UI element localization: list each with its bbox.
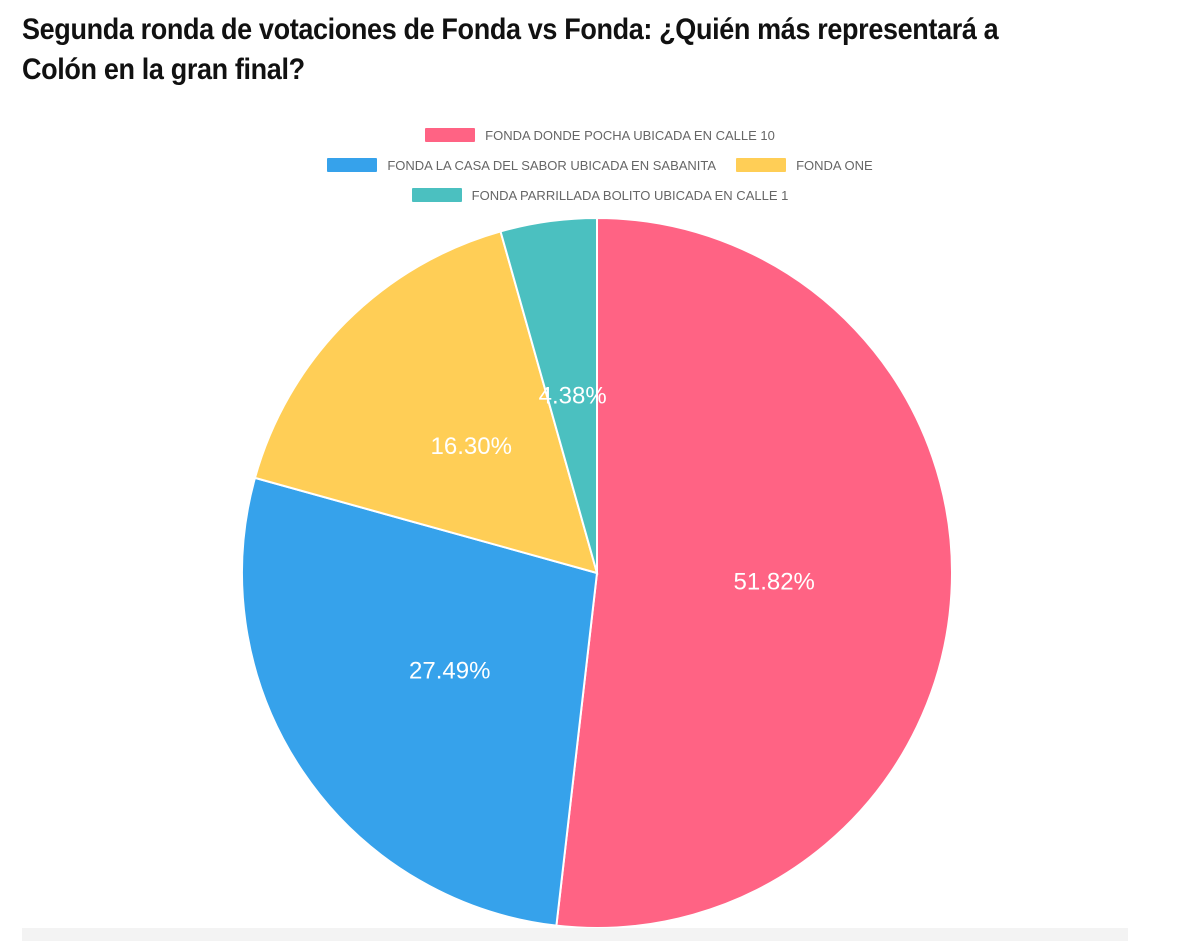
legend-label-3: FONDA PARRILLADA BOLITO UBICADA EN CALLE… bbox=[471, 187, 789, 203]
legend-swatch-3 bbox=[411, 188, 462, 202]
slice-value-label-1: 27.49% bbox=[409, 657, 490, 684]
legend-row: FONDA LA CASA DEL SABOR UBICADA EN SABAN… bbox=[0, 150, 1200, 180]
pie-slice-0[interactable] bbox=[555, 216, 953, 929]
pie-slice-3[interactable] bbox=[499, 216, 598, 574]
legend-item-3[interactable]: FONDA PARRILLADA BOLITO UBICADA EN CALLE… bbox=[411, 187, 789, 203]
legend-swatch-1 bbox=[327, 158, 378, 172]
slice-value-label-3: 4.38% bbox=[539, 383, 607, 410]
page-title: Segunda ronda de votaciones de Fonda vs … bbox=[22, 13, 999, 86]
legend-item-0[interactable]: FONDA DONDE POCHA UBICADA EN CALLE 10 bbox=[425, 128, 775, 143]
chart-legend: FONDA DONDE POCHA UBICADA EN CALLE 10 FO… bbox=[0, 120, 1200, 210]
bottom-divider bbox=[22, 928, 1128, 941]
legend-swatch-2 bbox=[736, 158, 787, 172]
legend-row: FONDA DONDE POCHA UBICADA EN CALLE 10 bbox=[0, 120, 1200, 150]
slice-value-label-2: 16.30% bbox=[431, 433, 512, 460]
legend-item-1[interactable]: FONDA LA CASA DEL SABOR UBICADA EN SABAN… bbox=[327, 158, 716, 173]
slice-value-label-0: 51.82% bbox=[734, 569, 815, 596]
legend-label-1: FONDA LA CASA DEL SABOR UBICADA EN SABAN… bbox=[387, 157, 717, 173]
legend-label-0: FONDA DONDE POCHA UBICADA EN CALLE 10 bbox=[485, 127, 775, 143]
legend-row: FONDA PARRILLADA BOLITO UBICADA EN CALLE… bbox=[0, 180, 1200, 210]
legend-item-2[interactable]: FONDA ONE bbox=[736, 158, 873, 173]
legend-label-2: FONDA ONE bbox=[796, 157, 873, 173]
pie-slice-1[interactable] bbox=[241, 476, 599, 927]
legend-swatch-0 bbox=[425, 128, 476, 142]
pie-slice-2[interactable] bbox=[253, 230, 599, 575]
